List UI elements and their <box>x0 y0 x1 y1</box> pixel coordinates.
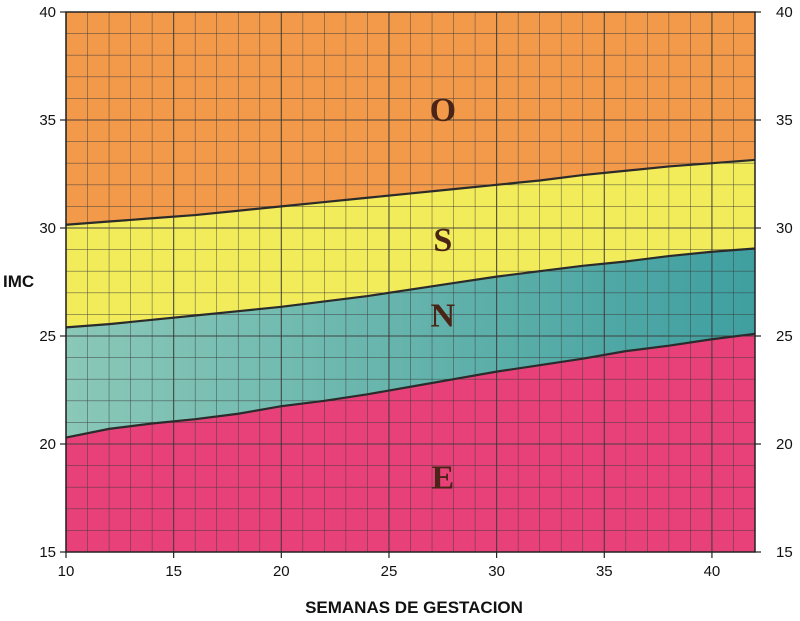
x-axis-title: SEMANAS DE GESTACION <box>305 598 523 617</box>
y-tick-label-left: 25 <box>39 328 56 345</box>
boundary-e-n <box>65 332 756 439</box>
boundary-n-s <box>65 247 756 329</box>
zone-label-e: E <box>431 459 454 496</box>
zone-boundaries <box>65 158 756 439</box>
y-tick-label-right: 40 <box>776 4 793 21</box>
zone-label-o: O <box>430 92 456 129</box>
y-tick-label-right: 20 <box>776 436 793 453</box>
y-tick-label-left: 30 <box>39 220 56 237</box>
y-tick-label-left: 20 <box>39 436 56 453</box>
y-tick-label-right: 15 <box>776 544 793 561</box>
y-tick-label-left: 40 <box>39 4 56 21</box>
boundary-s-o <box>65 158 756 226</box>
left-y-axis: 15 20 25 30 35 40 <box>39 4 66 561</box>
x-tick-label: 10 <box>58 563 75 580</box>
y-axis-title: IMC <box>3 272 34 291</box>
x-tick-label: 40 <box>704 563 721 580</box>
x-tick-label: 15 <box>165 563 182 580</box>
zone-label-n: N <box>431 297 456 334</box>
y-tick-label-right: 35 <box>776 112 793 129</box>
y-tick-label-left: 15 <box>39 544 56 561</box>
right-y-axis: 15 20 25 30 35 40 <box>755 4 793 561</box>
x-tick-label: 20 <box>273 563 290 580</box>
y-tick-label-right: 30 <box>776 220 793 237</box>
x-tick-label: 35 <box>596 563 613 580</box>
plot-frame <box>65 11 756 553</box>
zone-labels: E N S O <box>430 92 456 496</box>
y-tick-label-left: 35 <box>39 112 56 129</box>
x-tick-label: 25 <box>381 563 398 580</box>
x-tick-label: 30 <box>488 563 505 580</box>
x-axis: 10 15 20 25 30 35 40 <box>58 552 721 580</box>
zone-label-s: S <box>433 222 452 259</box>
y-tick-label-right: 25 <box>776 328 793 345</box>
